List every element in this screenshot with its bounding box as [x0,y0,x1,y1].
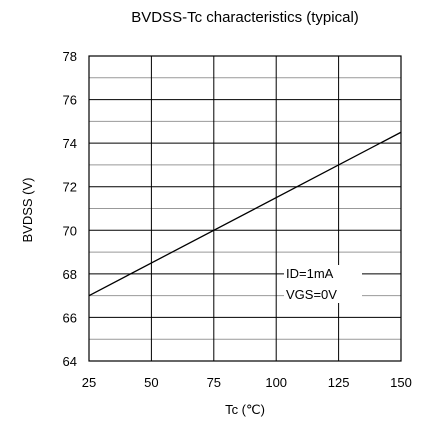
y-tick-label: 70 [63,223,77,238]
y-tick-label: 78 [63,49,77,64]
x-tick-label: 150 [390,375,412,390]
x-tick-label: 125 [328,375,350,390]
y-tick-label: 64 [63,354,77,369]
annotation-box: ID=1mA VGS=0V [284,265,362,303]
y-tick-label: 74 [63,136,77,151]
y-tick-label: 76 [63,93,77,108]
grid [88,55,402,362]
x-tick-labels: 25 50 75 100 125 150 [82,375,412,390]
plot-area [88,55,402,362]
series-layer [88,131,402,297]
x-tick-label: 75 [207,375,221,390]
x-tick-label: 50 [144,375,158,390]
y-tick-label: 68 [63,267,77,282]
x-tick-label: 100 [265,375,287,390]
y-tick-label: 72 [63,180,77,195]
y-tick-label: 66 [63,310,77,325]
annotation-id: ID=1mA [286,266,334,281]
y-tick-labels: 64 66 68 70 72 74 76 78 [63,49,77,369]
y-axis-label: BVDSS (V) [20,177,35,242]
series-line [88,131,402,297]
annotation-vgs: VGS=0V [286,287,337,302]
x-tick-label: 25 [82,375,96,390]
chart-title: BVDSS-Tc characteristics (typical) [131,9,359,26]
annotation-background [284,265,362,303]
x-axis-label: Tc (℃) [225,402,265,417]
